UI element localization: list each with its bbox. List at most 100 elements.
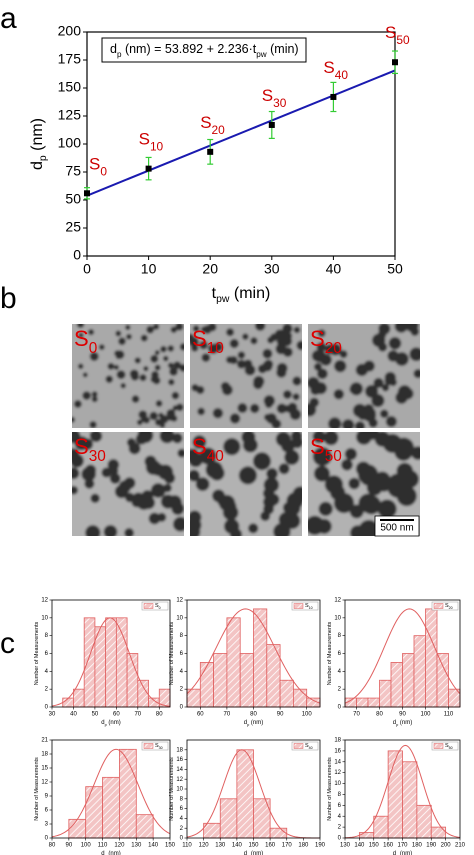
pore: [90, 432, 103, 443]
x-tick-label: 160: [265, 843, 276, 849]
pore: [124, 528, 135, 536]
pore: [140, 334, 148, 342]
x-axis-label-part: (nm): [249, 720, 263, 726]
x-tick-label: 0: [83, 261, 91, 277]
y-tick-label: 12: [41, 598, 48, 604]
pore: [197, 407, 205, 416]
pore: [192, 325, 200, 332]
legend-label-part: 50: [449, 746, 453, 750]
x-tick-label: 120: [199, 843, 210, 849]
point-label-part: S: [200, 113, 211, 132]
legend-label-part: 20: [449, 606, 453, 610]
histogram-bar: [425, 608, 438, 708]
y-tick-label: 16: [334, 748, 341, 754]
pore: [81, 466, 96, 482]
pore: [405, 324, 419, 332]
pore: [260, 511, 271, 522]
pore: [385, 416, 397, 428]
point-label-part: S: [89, 155, 100, 174]
x-tick-label: 100: [81, 843, 92, 849]
pore: [226, 328, 235, 337]
micrograph-label-part: S: [192, 326, 207, 351]
x-tick-label: 110: [98, 843, 108, 849]
y-tick-label: 0: [338, 836, 342, 842]
fit-curve: [186, 749, 320, 839]
x-tick-label: 20: [202, 261, 218, 277]
pore: [348, 477, 360, 490]
point-label-part: 0: [100, 164, 107, 178]
point-label: S20: [200, 113, 225, 137]
y-axis-label: Number of Measurements: [169, 757, 175, 821]
y-tick-label: 0: [45, 705, 49, 711]
pore: [379, 409, 389, 419]
micrograph-label-part: S: [310, 326, 325, 351]
pore: [192, 435, 207, 449]
x-tick-label: 140: [148, 843, 159, 849]
pore: [354, 421, 366, 428]
data-point: [84, 190, 90, 197]
x-tick-label: 80: [250, 712, 257, 718]
legend-label: S30: [155, 743, 163, 749]
histogram-bar: [68, 818, 87, 839]
legend-swatch: [143, 603, 154, 609]
pore: [136, 419, 143, 426]
pore: [196, 385, 205, 395]
pore: [237, 351, 246, 359]
pore: [229, 355, 238, 365]
pore: [145, 459, 161, 475]
pore: [317, 329, 326, 338]
pore: [313, 362, 322, 371]
legend-swatch: [433, 743, 444, 749]
histogram-bar: [292, 688, 308, 708]
pore: [171, 502, 184, 516]
y-tick-label: 125: [58, 107, 82, 123]
x-tick-label: 10: [141, 261, 157, 277]
y-tick-label: 10: [334, 615, 341, 621]
pore: [284, 502, 295, 513]
legend-label-part: S: [155, 603, 159, 609]
y-tick-label: 2: [180, 826, 184, 832]
x-tick-label: 70: [224, 712, 231, 718]
pore: [82, 372, 88, 378]
pore: [222, 499, 237, 514]
pore: [292, 486, 302, 502]
y-axis-label: Number of Measurements: [169, 621, 175, 685]
y-tick-label: 4: [45, 669, 49, 675]
histogram-bar: [62, 697, 74, 708]
data-point: [145, 165, 152, 172]
pore: [103, 525, 118, 536]
x-axis-label: dp (nm): [244, 720, 264, 727]
histogram-bar: [416, 804, 432, 839]
y-tick-label: 10: [334, 781, 341, 787]
pore: [212, 407, 224, 419]
pore: [377, 499, 397, 519]
pore: [275, 343, 287, 355]
pore: [149, 411, 158, 421]
x-tick-label: 130: [215, 843, 226, 849]
pore: [373, 394, 382, 404]
micrograph: [190, 432, 302, 536]
x-tick-label: 90: [277, 712, 284, 718]
pore: [316, 518, 332, 534]
plot-frame: [86, 31, 396, 257]
y-tick-label: 6: [45, 651, 49, 657]
histogram-bar: [358, 832, 375, 839]
pore: [248, 523, 259, 534]
y-tick-label: 15: [41, 766, 48, 772]
y-tick-label: 6: [338, 803, 342, 809]
pore: [125, 324, 131, 331]
y-tick-label: 18: [41, 752, 48, 758]
y-tick-label: 3: [45, 822, 49, 828]
y-axis-label: Number of Measurements: [34, 621, 40, 685]
pore: [190, 469, 200, 482]
pore: [361, 495, 381, 515]
legend-swatch: [143, 743, 154, 749]
pore: [283, 404, 291, 413]
micrograph-label-part: 20: [325, 340, 342, 357]
x-tick-label: 30: [49, 712, 56, 718]
pore: [282, 324, 293, 334]
y-tick-label: 10: [176, 615, 183, 621]
pore: [388, 337, 402, 350]
x-tick-label: 160: [383, 843, 394, 849]
x-tick-label: 150: [165, 843, 176, 849]
